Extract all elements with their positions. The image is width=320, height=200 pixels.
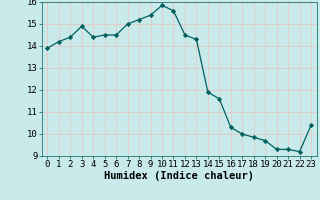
X-axis label: Humidex (Indice chaleur): Humidex (Indice chaleur) bbox=[104, 171, 254, 181]
